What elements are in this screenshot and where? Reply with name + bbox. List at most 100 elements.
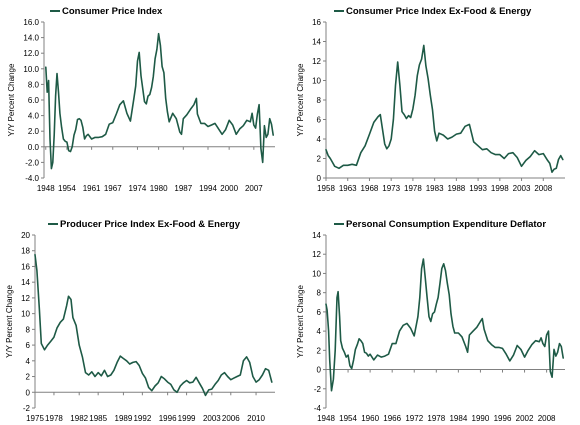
y-tick-label: 10 (21, 310, 30, 319)
x-tick-label: 1982 (70, 414, 88, 423)
y-tick-label: 10 (312, 77, 321, 86)
y-tick-label: 2 (26, 373, 31, 382)
y-tick-label: 12 (21, 294, 30, 303)
y-tick-label: 16 (21, 262, 30, 271)
series-line (34, 253, 273, 397)
x-tick-label: 1987 (174, 184, 192, 193)
series-line (325, 44, 564, 173)
y-tick-label: 8 (26, 325, 31, 334)
y-tick-label: 12 (312, 250, 321, 259)
x-tick-label: 1988 (447, 184, 465, 193)
x-tick-label: 1963 (339, 184, 357, 193)
x-tick-label: 1948 (317, 414, 335, 423)
y-tick-label: 10.0 (23, 65, 39, 74)
x-tick-label: 1968 (361, 184, 379, 193)
y-tick-label: 12 (312, 57, 321, 66)
y-tick-label: 8 (317, 289, 322, 298)
y-tick-label: 0.0 (28, 143, 40, 152)
x-tick-label: 1998 (491, 184, 509, 193)
chart-pce-deflator: -4 -2 0 2 4 6 8 10 12 14 1948 1954 1960 1966 1972 1978 1… (296, 219, 565, 423)
x-tick-label: 2003 (203, 414, 221, 423)
y-tick-label: 14.0 (23, 34, 39, 43)
x-tick-label: 1954 (339, 414, 357, 423)
x-tick-label: 1990 (472, 414, 490, 423)
y-tick-label: -2 (314, 385, 322, 394)
x-tick-label: 1958 (317, 184, 335, 193)
chart-title: Consumer Price Index (62, 6, 163, 17)
x-tick-label: 1996 (494, 414, 512, 423)
x-tick-label: 1972 (405, 414, 423, 423)
y-tick-label: 18 (21, 247, 30, 256)
y-tick-label: 12.0 (23, 49, 39, 58)
chart-title: Consumer Price Index Ex-Food & Energy (346, 6, 532, 17)
x-tick-label: 1966 (383, 414, 401, 423)
y-tick-label: 4.0 (28, 112, 40, 121)
x-tick-label: 2002 (516, 414, 534, 423)
x-tick-label: 1978 (404, 184, 422, 193)
y-tick-label: 10 (312, 269, 321, 278)
x-tick-label: 1992 (133, 414, 151, 423)
x-tick-label: 1983 (426, 184, 444, 193)
x-tick-label: 2007 (245, 184, 263, 193)
x-tick-label: 1967 (104, 184, 122, 193)
x-tick-label: 1996 (159, 414, 177, 423)
x-tick-label: 2008 (538, 414, 556, 423)
x-tick-label: 1978 (427, 414, 445, 423)
y-tick-label: 14 (312, 38, 321, 47)
chart-core-cpi: 0 2 4 6 8 10 12 14 16 1958 1963 1968 1973 1978 1983 198… (296, 6, 565, 193)
y-tick-label: -2.0 (25, 158, 39, 167)
x-tick-label: 1999 (178, 414, 196, 423)
y-tick-label: 8.0 (28, 80, 40, 89)
y-axis-label: Y/Y Percent Change (7, 63, 16, 136)
y-tick-label: 8 (317, 96, 322, 105)
y-tick-label: 16.0 (23, 18, 39, 27)
x-tick-label: 1973 (382, 184, 400, 193)
y-tick-label: 4 (26, 357, 31, 366)
y-tick-label: 4 (317, 327, 322, 336)
x-tick-label: 1961 (83, 184, 101, 193)
chart-cpi: -4.0 -2.0 0.0 2.0 4.0 6.0 8.0 10.0 12.0 14.0 16.0 1… (7, 6, 275, 193)
x-tick-label: 1989 (115, 414, 133, 423)
y-tick-label: 16 (312, 18, 321, 27)
x-tick-label: 2008 (534, 184, 552, 193)
y-tick-label: 6 (317, 116, 322, 125)
series-line (325, 258, 565, 392)
x-tick-label: 1975 (26, 414, 44, 423)
chart-title: Personal Consumption Expenditure Deflato… (346, 219, 546, 230)
x-tick-label: 2010 (247, 414, 265, 423)
y-tick-label: 0 (317, 366, 322, 375)
y-tick-label: 6 (317, 308, 322, 317)
y-tick-label: 2 (317, 155, 322, 164)
x-tick-label: 1974 (129, 184, 147, 193)
y-tick-label: 6.0 (28, 96, 40, 105)
x-tick-label: 1948 (37, 184, 55, 193)
y-tick-label: -4 (314, 404, 322, 413)
y-tick-label: 0 (317, 174, 322, 183)
x-tick-label: 1980 (150, 184, 168, 193)
chart-title: Producer Price Index Ex-Food & Energy (60, 219, 241, 230)
y-tick-label: 0 (26, 388, 31, 397)
x-tick-label: 1994 (199, 184, 217, 193)
y-tick-label: 14 (21, 278, 30, 287)
x-tick-label: 1985 (89, 414, 107, 423)
y-tick-label: 14 (312, 231, 321, 240)
x-tick-label: 1978 (45, 414, 63, 423)
y-tick-label: 2 (317, 346, 322, 355)
x-tick-label: 1993 (469, 184, 487, 193)
y-axis-label: Y/Y Percent Change (296, 63, 305, 136)
y-tick-label: 4 (317, 135, 322, 144)
y-tick-label: 6 (26, 341, 31, 350)
y-axis-label: Y/Y Percent Change (5, 285, 14, 358)
y-tick-label: 2.0 (28, 127, 40, 136)
series-line (44, 32, 275, 170)
x-tick-label: 1960 (361, 414, 379, 423)
y-tick-label: 20 (21, 231, 30, 240)
x-tick-label: 2006 (222, 414, 240, 423)
y-axis-label: Y/Y Percent Change (296, 285, 305, 358)
x-tick-label: 2000 (220, 184, 238, 193)
x-tick-label: 1954 (58, 184, 76, 193)
y-tick-label: -4.0 (25, 174, 39, 183)
x-tick-label: 1984 (449, 414, 467, 423)
